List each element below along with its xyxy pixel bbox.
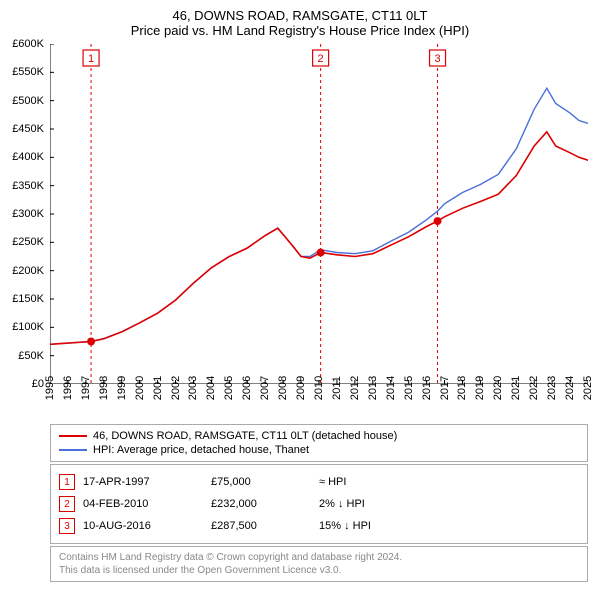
- x-tick-label: 2002: [170, 376, 182, 400]
- legend-label: HPI: Average price, detached house, Than…: [93, 444, 309, 456]
- sale-vs-hpi: 15% ↓ HPI: [319, 520, 579, 532]
- x-tick-label: 2007: [259, 376, 271, 400]
- sale-marker-icon: 3: [59, 518, 75, 534]
- y-tick-label: £350K: [12, 180, 44, 192]
- y-tick-label: £600K: [12, 38, 44, 50]
- x-tick-label: 2010: [313, 376, 325, 400]
- attribution-line-1: Contains HM Land Registry data © Crown c…: [59, 551, 579, 564]
- y-tick-label: £100K: [12, 321, 44, 333]
- x-tick-label: 2020: [492, 376, 504, 400]
- y-tick-label: £550K: [12, 66, 44, 78]
- sales-table: 1 17-APR-1997 £75,000 ≈ HPI 2 04-FEB-2010 £232…: [50, 464, 588, 544]
- x-tick-label: 1996: [62, 376, 74, 400]
- x-tick-label: 2016: [421, 376, 433, 400]
- x-tick-label: 2004: [205, 376, 217, 400]
- x-tick-label: 2015: [403, 376, 415, 400]
- legend: 46, DOWNS ROAD, RAMSGATE, CT11 0LT (deta…: [50, 424, 588, 462]
- chart-svg: 1 2 3: [50, 44, 588, 384]
- x-tick-label: 2006: [241, 376, 253, 400]
- x-tick-label: 2024: [564, 376, 576, 400]
- sale-date: 10-AUG-2016: [83, 520, 203, 532]
- sale-marker-icon: 1: [59, 474, 75, 490]
- x-tick-label: 2014: [385, 376, 397, 400]
- x-tick-label: 2013: [367, 376, 379, 400]
- chart-subtitle: Price paid vs. HM Land Registry's House …: [0, 23, 600, 44]
- x-tick-label: 2003: [187, 376, 199, 400]
- sale-vs-hpi: 2% ↓ HPI: [319, 498, 579, 510]
- legend-row: HPI: Average price, detached house, Than…: [59, 443, 579, 457]
- x-tick-label: 1999: [116, 376, 128, 400]
- sale-price: £75,000: [211, 476, 311, 488]
- attribution: Contains HM Land Registry data © Crown c…: [50, 546, 588, 582]
- sale-date: 04-FEB-2010: [83, 498, 203, 510]
- x-tick-label: 1995: [44, 376, 56, 400]
- chart-title: 46, DOWNS ROAD, RAMSGATE, CT11 0LT: [0, 0, 600, 23]
- y-tick-label: £0: [32, 378, 44, 390]
- legend-swatch: [59, 449, 87, 451]
- svg-text:3: 3: [434, 53, 440, 65]
- sale-date: 17-APR-1997: [83, 476, 203, 488]
- legend-swatch: [59, 435, 87, 437]
- x-tick-label: 2019: [474, 376, 486, 400]
- x-tick-label: 2025: [582, 376, 594, 400]
- y-tick-label: £50K: [18, 350, 44, 362]
- y-tick-label: £250K: [12, 236, 44, 248]
- sale-price: £287,500: [211, 520, 311, 532]
- legend-row: 46, DOWNS ROAD, RAMSGATE, CT11 0LT (deta…: [59, 429, 579, 443]
- x-tick-label: 2005: [223, 376, 235, 400]
- x-tick-label: 2022: [528, 376, 540, 400]
- x-tick-label: 2021: [510, 376, 522, 400]
- y-tick-label: £300K: [12, 208, 44, 220]
- y-tick-label: £450K: [12, 123, 44, 135]
- x-axis: 1995199619971998199920002001200220032004…: [50, 384, 588, 420]
- sales-row: 2 04-FEB-2010 £232,000 2% ↓ HPI: [59, 493, 579, 515]
- svg-text:2: 2: [318, 53, 324, 65]
- x-tick-label: 2017: [439, 376, 451, 400]
- chart-plot-area: £0£50K£100K£150K£200K£250K£300K£350K£400…: [50, 44, 588, 384]
- svg-text:1: 1: [88, 53, 94, 65]
- sale-vs-hpi: ≈ HPI: [319, 476, 579, 488]
- legend-label: 46, DOWNS ROAD, RAMSGATE, CT11 0LT (deta…: [93, 430, 397, 442]
- y-tick-label: £200K: [12, 265, 44, 277]
- x-tick-label: 1997: [80, 376, 92, 400]
- attribution-line-2: This data is licensed under the Open Gov…: [59, 564, 579, 577]
- x-tick-label: 2001: [152, 376, 164, 400]
- x-tick-label: 2008: [277, 376, 289, 400]
- x-tick-label: 2018: [456, 376, 468, 400]
- x-tick-label: 2000: [134, 376, 146, 400]
- y-axis: £0£50K£100K£150K£200K£250K£300K£350K£400…: [0, 44, 48, 384]
- y-tick-label: £150K: [12, 293, 44, 305]
- chart-container: 46, DOWNS ROAD, RAMSGATE, CT11 0LT Price…: [0, 0, 600, 590]
- x-tick-label: 2023: [546, 376, 558, 400]
- x-tick-label: 2009: [295, 376, 307, 400]
- sales-row: 1 17-APR-1997 £75,000 ≈ HPI: [59, 471, 579, 493]
- sale-price: £232,000: [211, 498, 311, 510]
- y-tick-label: £400K: [12, 151, 44, 163]
- x-tick-label: 2012: [349, 376, 361, 400]
- sale-marker-icon: 2: [59, 496, 75, 512]
- x-tick-label: 1998: [98, 376, 110, 400]
- x-tick-label: 2011: [331, 376, 343, 400]
- sales-row: 3 10-AUG-2016 £287,500 15% ↓ HPI: [59, 515, 579, 537]
- y-tick-label: £500K: [12, 95, 44, 107]
